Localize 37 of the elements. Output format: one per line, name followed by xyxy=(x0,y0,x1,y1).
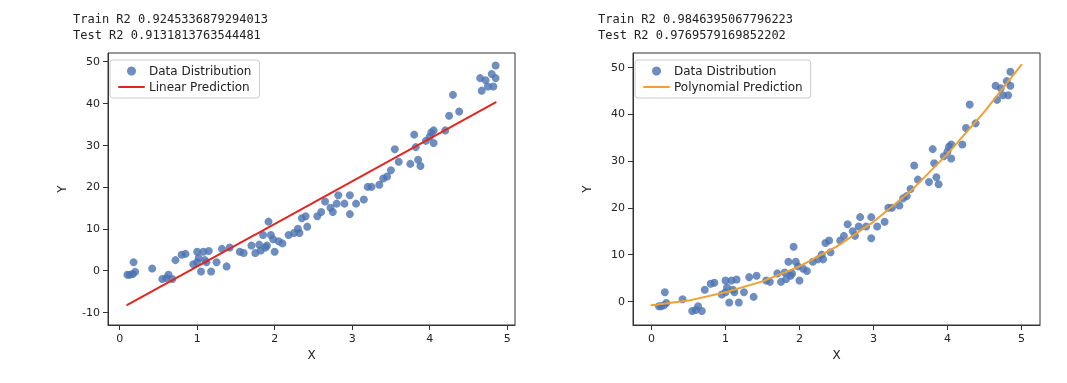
x-tick-label: 4 xyxy=(944,332,951,345)
y-axis-title: Y xyxy=(55,184,69,194)
x-tick-label: 0 xyxy=(116,332,124,345)
y-tick-label: 30 xyxy=(86,138,100,152)
y-tick-label: 20 xyxy=(86,180,100,194)
y-tick-label: 20 xyxy=(611,201,625,215)
y-tick-label: 50 xyxy=(611,60,625,74)
y-tick-label: 0 xyxy=(618,295,625,309)
x-tick-label: 1 xyxy=(722,332,729,345)
y-tick-label: 10 xyxy=(86,222,100,236)
x-tick-label: 1 xyxy=(193,332,201,345)
y-tick-label: -10 xyxy=(82,305,100,319)
y-tick-label: 40 xyxy=(611,107,625,121)
legend-label: Polynomial Prediction xyxy=(674,80,803,94)
legend-label: Data Distribution xyxy=(674,64,777,78)
x-tick-label: 2 xyxy=(271,332,279,345)
y-tick-label: 30 xyxy=(611,154,625,168)
x-tick-label: 5 xyxy=(1018,332,1025,345)
chart-subtitle: Test R2 0.9769579169852202 xyxy=(598,28,786,42)
legend-label: Linear Prediction xyxy=(149,80,250,94)
y-axis-title: Y xyxy=(580,184,594,194)
x-tick-label: 4 xyxy=(426,332,434,345)
chart-title: Train R2 0.9846395067796223 xyxy=(598,12,794,26)
x-axis-title: X xyxy=(832,348,841,362)
x-tick-label: 2 xyxy=(796,332,803,345)
chart-title: Train R2 0.9245336879294013 xyxy=(73,12,269,26)
x-tick-label: 3 xyxy=(870,332,877,345)
x-axis-title: X xyxy=(307,348,316,362)
chart-subtitle: Test R2 0.9131813763544481 xyxy=(73,28,261,42)
y-tick-label: 50 xyxy=(86,54,100,68)
x-tick-label: 5 xyxy=(503,332,511,345)
y-tick-label: 10 xyxy=(611,248,625,262)
y-tick-label: 0 xyxy=(93,264,100,278)
legend-label: Data Distribution xyxy=(149,64,252,78)
x-tick-label: 3 xyxy=(348,332,356,345)
y-tick-label: 40 xyxy=(86,96,100,110)
x-tick-label: 0 xyxy=(648,332,655,345)
